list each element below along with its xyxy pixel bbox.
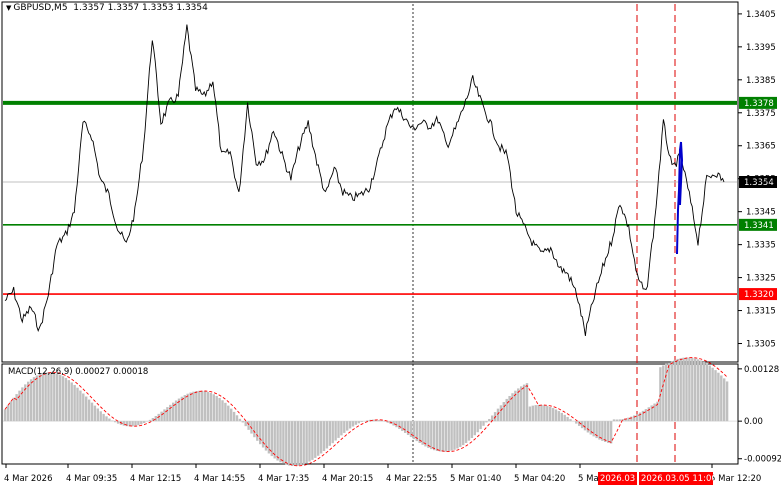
price-tick-label: 1.3355: [746, 175, 776, 185]
current-price-label: 1.3354: [744, 178, 774, 188]
time-tick-label: 4 Mar 2026: [4, 474, 52, 484]
macd-series: [3, 357, 737, 467]
price-tick-label: 1.3345: [746, 208, 776, 218]
price-tick-label: 1.3305: [746, 340, 776, 350]
symbol-label: GBPUSD,M5: [13, 3, 68, 13]
level-lines: 1.3378 1.3354 1.3341 1.3320: [3, 96, 777, 301]
price-tick-label: 1.3365: [746, 142, 776, 152]
stop-level-tag: [739, 288, 777, 301]
time-tick-label: 5 Mar: [578, 474, 603, 484]
time-tick-label: 4 Mar 09:35: [66, 474, 117, 484]
time-highlight-bg: [598, 472, 637, 485]
macd-title: MACD(12,26,9) 0.00027 0.00018: [8, 367, 149, 377]
macd-pane-frame: [1, 363, 739, 465]
price-tick-label: 1.3395: [746, 43, 776, 53]
current-price-tag: [739, 176, 777, 188]
time-tick-label: 5 Mar 01:40: [450, 474, 501, 484]
price-tick-label: 1.3375: [746, 109, 776, 119]
price-line: [4, 24, 725, 336]
time-tick-label: 4 Mar 14:55: [194, 474, 245, 484]
dropdown-triangle-icon[interactable]: ▼: [6, 4, 12, 12]
time-tick-label: 5 Mar 12:20: [710, 474, 761, 484]
resistance-level-tag: [739, 96, 777, 109]
time-tick-label: 4 Mar 12:15: [130, 474, 181, 484]
price-tick-label: 1.3335: [746, 241, 776, 251]
time-highlight-bg: [639, 472, 713, 485]
macd-tick-label: 0.00: [744, 417, 763, 427]
macd-signal-line: [4, 357, 728, 467]
price-series: [4, 24, 725, 336]
macd-tick-label: 0.00128: [744, 365, 779, 375]
time-tick-label: 4 Mar 20:15: [322, 474, 373, 484]
time-highlight-label: 2026.03.05 11:00: [641, 474, 717, 484]
resistance-level-label: 1.3378: [744, 99, 774, 109]
highlight-spike: [676, 141, 684, 255]
price-tick-label: 1.3385: [746, 76, 776, 86]
ohlc-values: 1.3357 1.3357 1.3353 1.3354: [73, 3, 208, 13]
time-tick-label: 5 Mar 04:20: [514, 474, 565, 484]
time-highlight-label: 2026.03: [600, 474, 635, 484]
time-axis: 4 Mar 2026 4 Mar 09:35 4 Mar 12:15 4 Mar 14…: [4, 464, 761, 485]
time-tick-label: 4 Mar 22:55: [386, 474, 437, 484]
time-tick-label: 4 Mar 17:35: [258, 474, 309, 484]
price-tick-label: 1.3325: [746, 274, 776, 284]
price-pane-frame: [1, 1, 739, 363]
support-level-tag: [739, 218, 777, 231]
symbol-header[interactable]: ▼ GBPUSD,M5 1.3357 1.3357 1.3353 1.3354: [6, 3, 208, 13]
vertical-markers: [412, 4, 676, 462]
macd-tick-label: -0.00092: [744, 455, 781, 465]
price-tick-label: 1.3315: [746, 307, 776, 317]
price-tick-label: 1.3405: [746, 10, 776, 20]
support-level-label: 1.3341: [744, 221, 774, 231]
price-axis: 1.34051.33951.33851.33751.33651.33551.33…: [738, 10, 776, 350]
stop-level-label: 1.3320: [744, 290, 774, 300]
macd-axis: 0.00128 0.00 -0.00092: [738, 365, 781, 465]
